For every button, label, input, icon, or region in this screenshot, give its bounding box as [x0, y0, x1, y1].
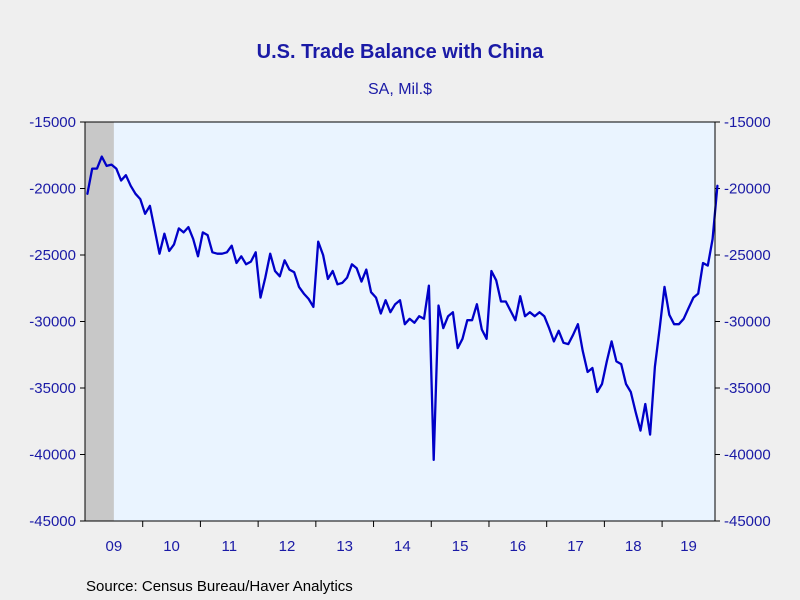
x-tick-label: 14	[394, 538, 411, 555]
x-tick-label: 10	[163, 538, 180, 555]
x-tick-label: 17	[567, 538, 584, 555]
y-tick-label-left: -15000	[29, 114, 76, 131]
x-tick-label: 12	[279, 538, 296, 555]
chart-subtitle: SA, Mil.$	[368, 81, 432, 98]
x-tick-label: 09	[106, 538, 123, 555]
y-tick-label-left: -30000	[29, 314, 76, 331]
y-tick-label-right: -20000	[724, 181, 771, 198]
y-tick-label-left: -45000	[29, 513, 76, 530]
y-tick-label-right: -15000	[724, 114, 771, 131]
y-tick-label-right: -35000	[724, 380, 771, 397]
trade-balance-line	[86, 155, 719, 461]
plot-frame	[84, 121, 716, 522]
recession-shade	[85, 122, 114, 521]
y-tick-label-right: -25000	[724, 247, 771, 264]
chart-title: U.S. Trade Balance with China	[257, 41, 545, 63]
source-note: Source: Census Bureau/Haver Analytics	[86, 578, 353, 595]
x-tick-label: 13	[336, 538, 353, 555]
x-tick-label: 15	[452, 538, 469, 555]
y-tick-label-left: -40000	[29, 447, 76, 464]
chart-marks: -15000 -15000 -20000 -20000 -25000 -25000 -300…	[29, 114, 770, 555]
y-tick-label-right: -40000	[724, 447, 771, 464]
x-tick-label: 11	[221, 538, 237, 555]
y-tick-label-right: -45000	[724, 513, 771, 530]
y-tick-label-left: -20000	[29, 181, 76, 198]
y-tick-label-right: -30000	[724, 314, 771, 331]
y-tick-label-left: -35000	[29, 380, 76, 397]
x-tick-label: 18	[625, 538, 642, 555]
y-tick-label-left: -25000	[29, 247, 76, 264]
plot-area	[85, 122, 715, 521]
x-tick-label: 19	[680, 538, 697, 555]
x-tick-label: 16	[509, 538, 526, 555]
